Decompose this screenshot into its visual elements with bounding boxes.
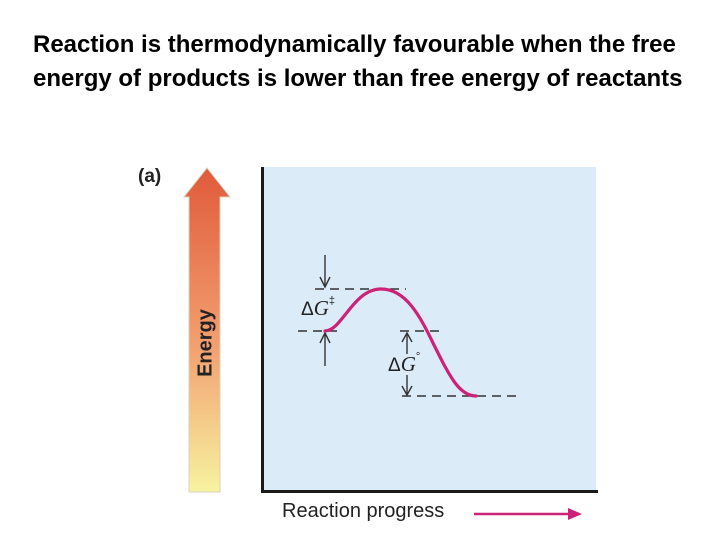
activation-arrow-down [319,276,331,289]
standard-free-energy-label: ΔG° [388,350,421,376]
y-axis [261,167,264,493]
activation-energy-label: ΔG‡ [301,294,335,320]
standard-arrow-up [401,331,413,343]
progress-arrow-head [568,508,582,520]
panel-label: (a) [138,166,162,187]
slide-text: Reaction is thermodynamically favourable… [33,31,683,92]
x-axis-label: Reaction progress [282,500,445,522]
x-axis [261,490,598,493]
activation-arrow-up [319,331,331,344]
plot-area [263,167,596,492]
reaction-curve [323,287,478,398]
standard-arrow-down [401,385,413,397]
